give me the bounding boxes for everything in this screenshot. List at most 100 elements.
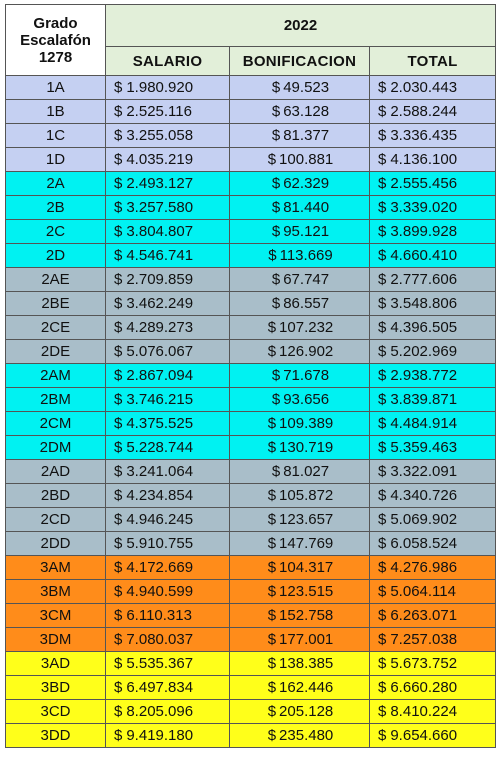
currency-symbol: $ <box>114 655 123 672</box>
total-value: 4.396.505 <box>390 319 458 336</box>
grado-cell: 1B <box>5 99 106 124</box>
bonificacion-cell: $162.446 <box>229 675 370 700</box>
salario-cell: $3.241.064 <box>105 459 230 484</box>
salario-cell: $8.205.096 <box>105 699 230 724</box>
total-value: 8.410.224 <box>390 703 458 720</box>
grado-cell: 1D <box>5 147 106 172</box>
bonificacion-cell: $177.001 <box>229 627 370 652</box>
table-row: 3CM $6.110.313 $152.758 $6.263.071 <box>5 603 497 628</box>
bonificacion-value: 109.389 <box>279 415 334 432</box>
total-cell: $4.276.986 <box>368 555 497 580</box>
bonificacion-value: 123.657 <box>279 511 334 528</box>
currency-symbol: $ <box>271 271 281 288</box>
salario-value: 5.535.367 <box>126 655 194 672</box>
bonificacion-value: 81.027 <box>283 463 330 480</box>
total-cell: $3.899.928 <box>368 219 497 244</box>
salario-value: 3.746.215 <box>126 391 194 408</box>
bonificacion-value: 113.669 <box>279 247 333 264</box>
salario-value: 4.172.669 <box>126 559 194 576</box>
currency-symbol: $ <box>114 319 123 336</box>
table-row: 3DM $7.080.037 $177.001 $7.257.038 <box>5 627 497 652</box>
header-row-year: Grado Escalafón 1278 2022 <box>5 3 497 76</box>
bonificacion-cell: $109.389 <box>229 411 370 436</box>
bonificacion-cell: $49.523 <box>229 75 370 100</box>
currency-symbol: $ <box>378 271 387 288</box>
currency-symbol: $ <box>378 247 387 264</box>
total-cell: $8.410.224 <box>368 699 497 724</box>
currency-symbol: $ <box>378 727 387 744</box>
salario-value: 4.035.219 <box>126 151 194 168</box>
total-value: 6.058.524 <box>390 535 458 552</box>
grado-cell: 2AD <box>5 459 106 484</box>
total-cell: $4.136.100 <box>368 147 497 172</box>
salario-value: 2.525.116 <box>126 103 192 120</box>
table-row: 3AD $5.535.367 $138.385 $5.673.752 <box>5 651 497 676</box>
salario-value: 2.867.094 <box>126 367 194 384</box>
bonificacion-cell: $86.557 <box>229 291 370 316</box>
currency-symbol: $ <box>271 295 281 312</box>
salario-value: 4.234.854 <box>126 487 194 504</box>
currency-symbol: $ <box>114 727 123 744</box>
salario-value: 4.289.273 <box>126 319 194 336</box>
currency-symbol: $ <box>271 103 281 120</box>
bonificacion-cell: $107.232 <box>229 315 370 340</box>
total-value: 4.340.726 <box>390 487 458 504</box>
salario-cell: $3.804.807 <box>105 219 230 244</box>
total-value: 5.359.463 <box>390 439 458 456</box>
total-value: 5.673.752 <box>390 655 458 672</box>
total-cell: $5.673.752 <box>368 651 497 676</box>
salario-cell: $3.257.580 <box>105 195 230 220</box>
salario-cell: $3.746.215 <box>105 387 230 412</box>
currency-symbol: $ <box>378 319 387 336</box>
currency-symbol: $ <box>378 223 387 240</box>
total-cell: $5.069.902 <box>368 507 497 532</box>
bonificacion-value: 86.557 <box>283 295 330 312</box>
grado-cell: 3CM <box>5 603 106 628</box>
grado-cell: 2AM <box>5 363 106 388</box>
salario-value: 5.228.744 <box>126 439 194 456</box>
currency-symbol: $ <box>114 703 123 720</box>
table-body: 1A $1.980.920 $49.523 $2.030.443 1B $2.525.11… <box>5 75 497 748</box>
currency-symbol: $ <box>114 391 123 408</box>
currency-symbol: $ <box>267 319 277 336</box>
total-cell: $4.340.726 <box>368 483 497 508</box>
grado-cell: 2DE <box>5 339 106 364</box>
currency-symbol: $ <box>378 463 387 480</box>
grado-cell: 1C <box>5 123 106 148</box>
bonificacion-value: 71.678 <box>283 367 330 384</box>
currency-symbol: $ <box>114 247 123 264</box>
bonificacion-cell: $81.027 <box>229 459 370 484</box>
total-cell: $2.030.443 <box>368 75 497 100</box>
salario-cell: $4.375.525 <box>105 411 230 436</box>
total-cell: $3.339.020 <box>368 195 497 220</box>
grado-header-line2: Escalafón <box>20 31 91 49</box>
bonificacion-value: 81.440 <box>283 199 330 216</box>
bonificacion-value: 235.480 <box>279 727 334 744</box>
currency-symbol: $ <box>267 679 277 696</box>
bonificacion-cell: $63.128 <box>229 99 370 124</box>
bonificacion-cell: $126.902 <box>229 339 370 364</box>
grado-cell: 2BM <box>5 387 106 412</box>
salario-cell: $1.980.920 <box>105 75 230 100</box>
salario-cell: $4.172.669 <box>105 555 230 580</box>
table-row: 2A $2.493.127 $62.329 $2.555.456 <box>5 171 497 196</box>
currency-symbol: $ <box>378 631 387 648</box>
currency-symbol: $ <box>378 703 387 720</box>
grado-cell: 2CD <box>5 507 106 532</box>
currency-symbol: $ <box>378 295 387 312</box>
bonificacion-value: 100.881 <box>279 151 334 168</box>
bonificacion-value: 152.758 <box>279 607 334 624</box>
bonificacion-value: 123.515 <box>279 583 334 600</box>
total-value: 4.484.914 <box>390 415 458 432</box>
currency-symbol: $ <box>267 439 277 456</box>
bonificacion-value: 138.385 <box>279 655 334 672</box>
bonificacion-value: 147.769 <box>279 535 334 552</box>
table-row: 2DM $5.228.744 $130.719 $5.359.463 <box>5 435 497 460</box>
total-value: 9.654.660 <box>390 727 458 744</box>
total-cell: $4.484.914 <box>368 411 497 436</box>
salario-cell: $4.234.854 <box>105 483 230 508</box>
total-cell: $2.555.456 <box>368 171 497 196</box>
total-cell: $5.359.463 <box>368 435 497 460</box>
bonificacion-value: 205.128 <box>279 703 334 720</box>
total-value: 3.322.091 <box>390 463 458 480</box>
